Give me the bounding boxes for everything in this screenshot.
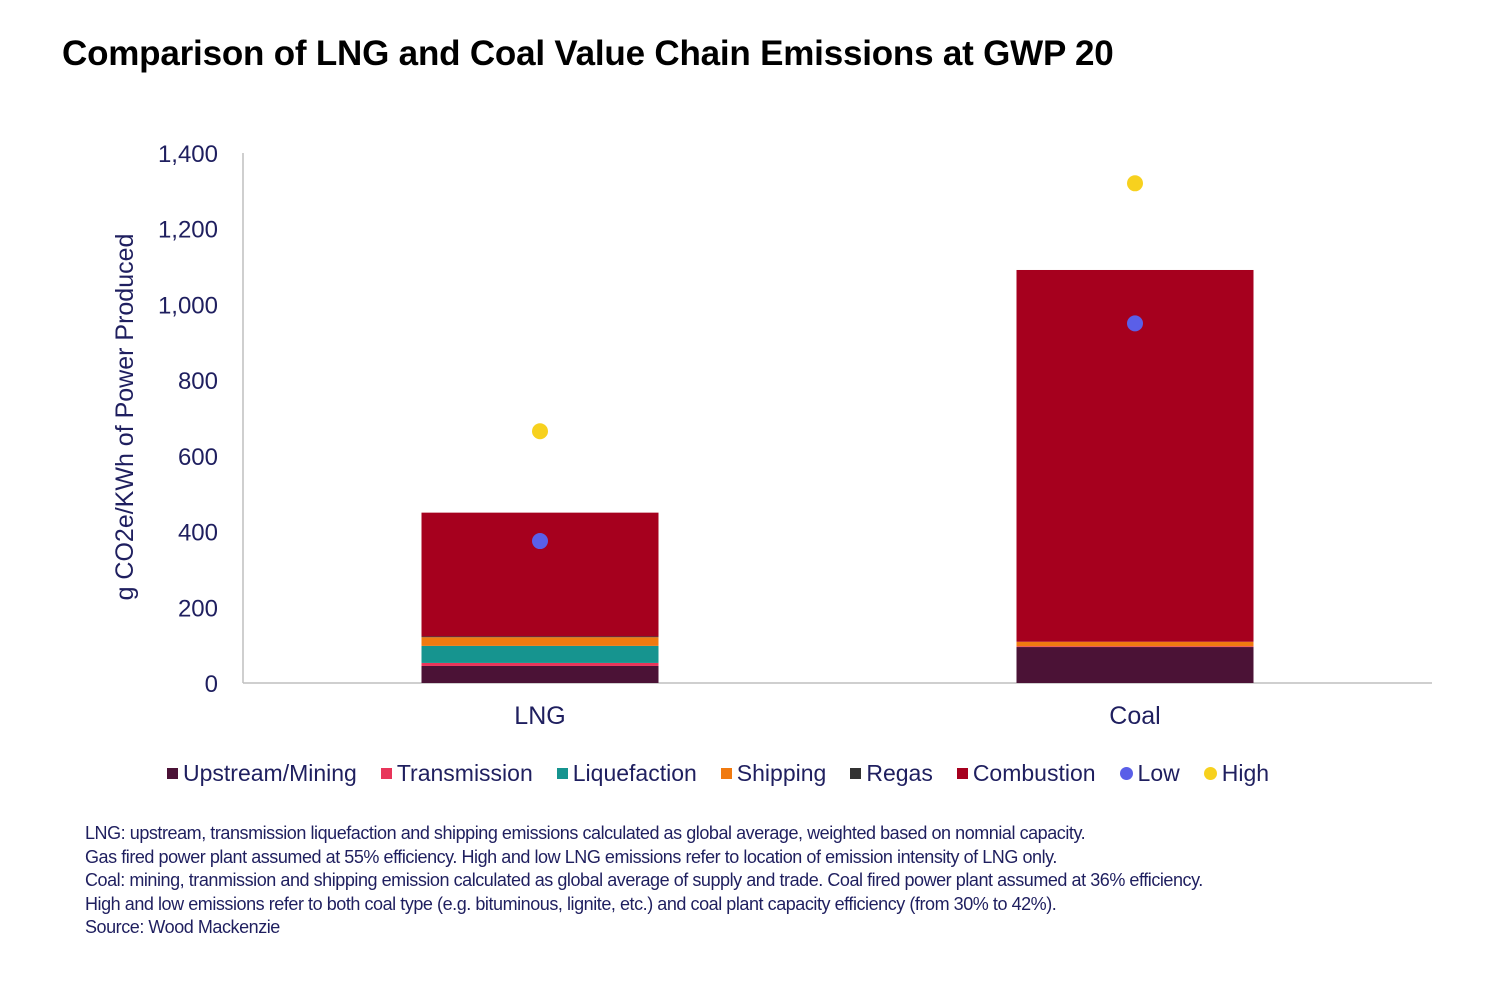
legend-swatch-transmission bbox=[380, 768, 392, 779]
bar-lng-upstream-mining bbox=[421, 665, 659, 683]
bar-coal-transmission bbox=[1016, 646, 1254, 648]
chart-title: Comparison of LNG and Coal Value Chain E… bbox=[62, 34, 1114, 73]
marker-high-coal bbox=[1127, 175, 1143, 192]
bar-lng-combustion bbox=[421, 512, 659, 637]
legend-label-upstream-mining: Upstream/Mining bbox=[183, 760, 357, 786]
legend-swatch-high bbox=[1203, 767, 1217, 780]
y-tick-label: 1,400 bbox=[158, 141, 218, 168]
footnote-line: Coal: mining, tranmission and shipping e… bbox=[85, 870, 1203, 890]
y-tick-label: 1,000 bbox=[158, 292, 218, 319]
legend-item-liquefaction: Liquefaction bbox=[556, 760, 697, 787]
y-tick-label: 400 bbox=[178, 520, 218, 547]
legend-swatch-upstream-mining bbox=[167, 768, 178, 779]
legend-swatch-shipping bbox=[720, 768, 732, 779]
footnote-line: Gas fired power plant assumed at 55% eff… bbox=[85, 846, 1057, 867]
footnote-source: Source: Wood Mackenzie bbox=[85, 917, 280, 937]
bar-lng-transmission bbox=[421, 662, 659, 666]
legend-item-regas: Regas bbox=[850, 760, 933, 787]
bar-lng-liquefaction bbox=[421, 645, 659, 663]
legend-item-high: High bbox=[1203, 760, 1270, 787]
legend-label-regas: Regas bbox=[866, 760, 933, 786]
legend-item-upstream-mining: Upstream/Mining bbox=[167, 760, 357, 787]
x-tick-label: Coal bbox=[1109, 702, 1160, 730]
bar-coal-shipping bbox=[1016, 641, 1254, 647]
marker-low-coal bbox=[1127, 315, 1143, 332]
legend-label-liquefaction: Liquefaction bbox=[572, 760, 697, 786]
legend-swatch-regas bbox=[850, 768, 862, 779]
legend-label-high: High bbox=[1221, 760, 1270, 786]
legend-label-transmission: Transmission bbox=[396, 760, 533, 786]
y-axis-label: g CO2e/KWh of Power Produced bbox=[111, 234, 139, 601]
bar-coal-combustion bbox=[1016, 269, 1254, 642]
legend-swatch-liquefaction bbox=[556, 768, 568, 779]
stacked-bar-chart: 0 200 400 600 800 1,000 1,200 1,400 g CO2e/KWh o… bbox=[111, 141, 1432, 730]
legend-label-shipping: Shipping bbox=[736, 760, 827, 786]
y-tick-label: 800 bbox=[178, 368, 218, 395]
bar-lng-shipping bbox=[421, 637, 659, 646]
y-tick-label: 600 bbox=[178, 444, 218, 471]
footnote-line: High and low emissions refer to both coa… bbox=[85, 893, 1057, 914]
bar-lng-regas bbox=[421, 636, 659, 638]
y-tick-label: 0 bbox=[205, 671, 218, 698]
footnote-line: LNG: upstream, transmission liquefaction… bbox=[85, 823, 1086, 843]
legend-label-low: Low bbox=[1137, 760, 1180, 786]
legend-item-shipping: Shipping bbox=[720, 760, 827, 787]
chart-legend: Upstream/Mining Transmission Liquefactio… bbox=[167, 760, 1269, 787]
bar-coal-upstream-mining bbox=[1016, 647, 1254, 683]
y-tick-label: 1,200 bbox=[158, 217, 218, 244]
legend-label-combustion: Combustion bbox=[972, 760, 1096, 786]
footnotes: LNG: upstream, transmission liquefaction… bbox=[85, 822, 1203, 940]
marker-low-lng bbox=[532, 533, 548, 550]
legend-item-low: Low bbox=[1119, 760, 1180, 787]
legend-swatch-low bbox=[1119, 767, 1133, 780]
legend-item-combustion: Combustion bbox=[956, 760, 1096, 787]
legend-swatch-combustion bbox=[956, 768, 968, 779]
x-tick-label: LNG bbox=[514, 702, 565, 730]
y-tick-label: 200 bbox=[178, 595, 218, 622]
legend-item-transmission: Transmission bbox=[380, 760, 533, 787]
marker-high-lng bbox=[532, 423, 548, 440]
